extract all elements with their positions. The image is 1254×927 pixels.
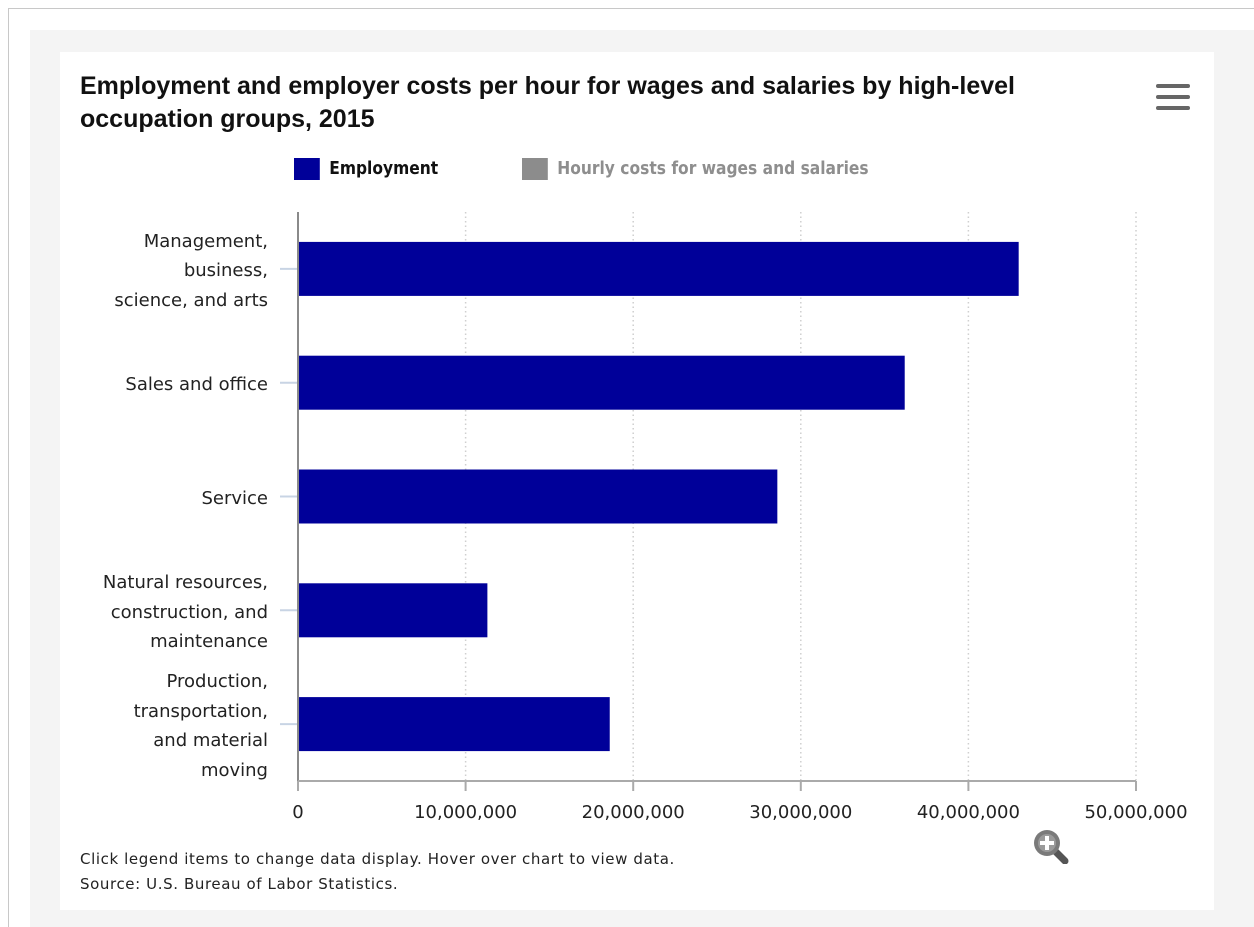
footnote-instructions: Click legend items to change data displa… xyxy=(80,850,675,868)
footnote-source: Source: U.S. Bureau of Labor Statistics. xyxy=(80,875,399,893)
bar[interactable] xyxy=(299,469,778,524)
x-tick-label: 40,000,000 xyxy=(916,802,1020,823)
legend-label-employment: Employment xyxy=(329,158,439,179)
y-tick-label: Production, transportation, and material… xyxy=(133,671,268,781)
bar[interactable] xyxy=(299,241,1019,296)
y-tick-label: Management, business, science, and arts xyxy=(114,230,268,311)
y-tick-label: Service xyxy=(201,487,268,509)
page-frame xyxy=(8,8,1254,927)
legend-label-hourly-costs: Hourly costs for wages and salaries xyxy=(557,158,869,179)
x-tick-label: 20,000,000 xyxy=(581,802,685,823)
bar[interactable] xyxy=(299,697,610,752)
y-tick-label: Natural resources, construction, and mai… xyxy=(102,572,268,653)
zoom-button[interactable] xyxy=(1031,828,1069,865)
y-tick-label: Sales and office xyxy=(125,373,268,395)
bar[interactable] xyxy=(299,583,488,638)
x-tick-label: 50,000,000 xyxy=(1084,802,1188,823)
x-tick-label: 10,000,000 xyxy=(414,802,518,823)
legend-swatch-employment xyxy=(294,158,320,180)
bar[interactable] xyxy=(299,355,905,410)
zoom-in-icon xyxy=(1034,830,1069,865)
legend-swatch-hourly-costs xyxy=(522,158,548,180)
x-tick-label: 30,000,000 xyxy=(749,802,853,823)
chart-title: Employment and employer costs per hour f… xyxy=(80,72,1015,133)
x-tick-label: 0 xyxy=(292,802,304,823)
chart-menu-button[interactable] xyxy=(1154,82,1192,112)
